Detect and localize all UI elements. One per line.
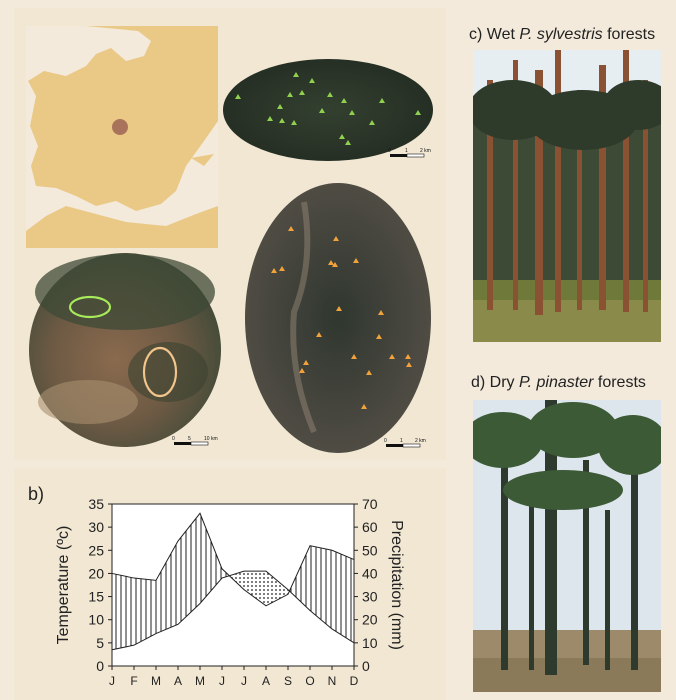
panel-c-title: c) Wet P. sylvestris forests — [469, 26, 655, 44]
y2-tick-label: 40 — [362, 565, 378, 581]
y-tick-label: 25 — [88, 542, 104, 558]
y2-axis-label: Precipitation (mm) — [388, 520, 405, 650]
scalebar-right: 0 1 2 km — [384, 438, 426, 447]
x-tick-label: J — [241, 674, 247, 688]
svg-text:0: 0 — [384, 438, 387, 444]
x-tick-label: D — [350, 674, 359, 688]
svg-text:10 km: 10 km — [204, 436, 218, 442]
svg-text:1: 1 — [400, 438, 403, 444]
svg-text:0: 0 — [388, 148, 391, 154]
x-tick-label: A — [174, 674, 182, 688]
x-tick-label: S — [284, 674, 292, 688]
y2-tick-label: 0 — [362, 658, 370, 674]
y2-tick-label: 10 — [362, 635, 378, 651]
x-tick-label: O — [305, 674, 314, 688]
satellite-map-top: 0 1 2 km — [222, 58, 434, 162]
y2-tick-label: 50 — [362, 542, 378, 558]
scalebar-left: 0 5 10 km — [172, 436, 218, 445]
y-tick-label: 5 — [96, 635, 104, 651]
y2-tick-label: 20 — [362, 612, 378, 628]
y-tick-label: 15 — [88, 589, 104, 605]
x-tick-label: J — [219, 674, 225, 688]
y-tick-label: 10 — [88, 612, 104, 628]
panel-b-label: b) — [28, 484, 44, 505]
x-tick-label: M — [151, 674, 161, 688]
svg-text:0: 0 — [172, 436, 175, 442]
y-tick-label: 30 — [88, 519, 104, 535]
x-tick-label: M — [195, 674, 205, 688]
iberia-map — [26, 26, 218, 248]
satellite-map-circle: 0 5 10 km — [28, 252, 222, 448]
y-tick-label: 35 — [88, 496, 104, 512]
panel-d-title: d) Dry P. pinaster forests — [471, 374, 646, 392]
svg-text:5: 5 — [188, 436, 191, 442]
svg-text:2 km: 2 km — [420, 148, 431, 154]
y-axis-label: Temperature (ºc) — [55, 526, 72, 645]
satellite-map-oval: 0 1 2 km — [244, 182, 432, 454]
y2-tick-label: 70 — [362, 496, 378, 512]
area-segment — [332, 550, 354, 643]
y2-tick-label: 60 — [362, 519, 378, 535]
x-tick-label: J — [109, 674, 115, 688]
wet-pine-photo — [473, 50, 661, 342]
svg-text:2 km: 2 km — [415, 438, 426, 444]
y-tick-label: 0 — [96, 658, 104, 674]
x-tick-label: N — [328, 674, 337, 688]
dry-pine-photo — [473, 400, 661, 692]
y-tick-label: 20 — [88, 565, 104, 581]
svg-text:1: 1 — [405, 148, 408, 154]
area-segment — [112, 573, 134, 649]
x-tick-label: F — [130, 674, 137, 688]
y2-tick-label: 30 — [362, 589, 378, 605]
x-tick-label: A — [262, 674, 270, 688]
